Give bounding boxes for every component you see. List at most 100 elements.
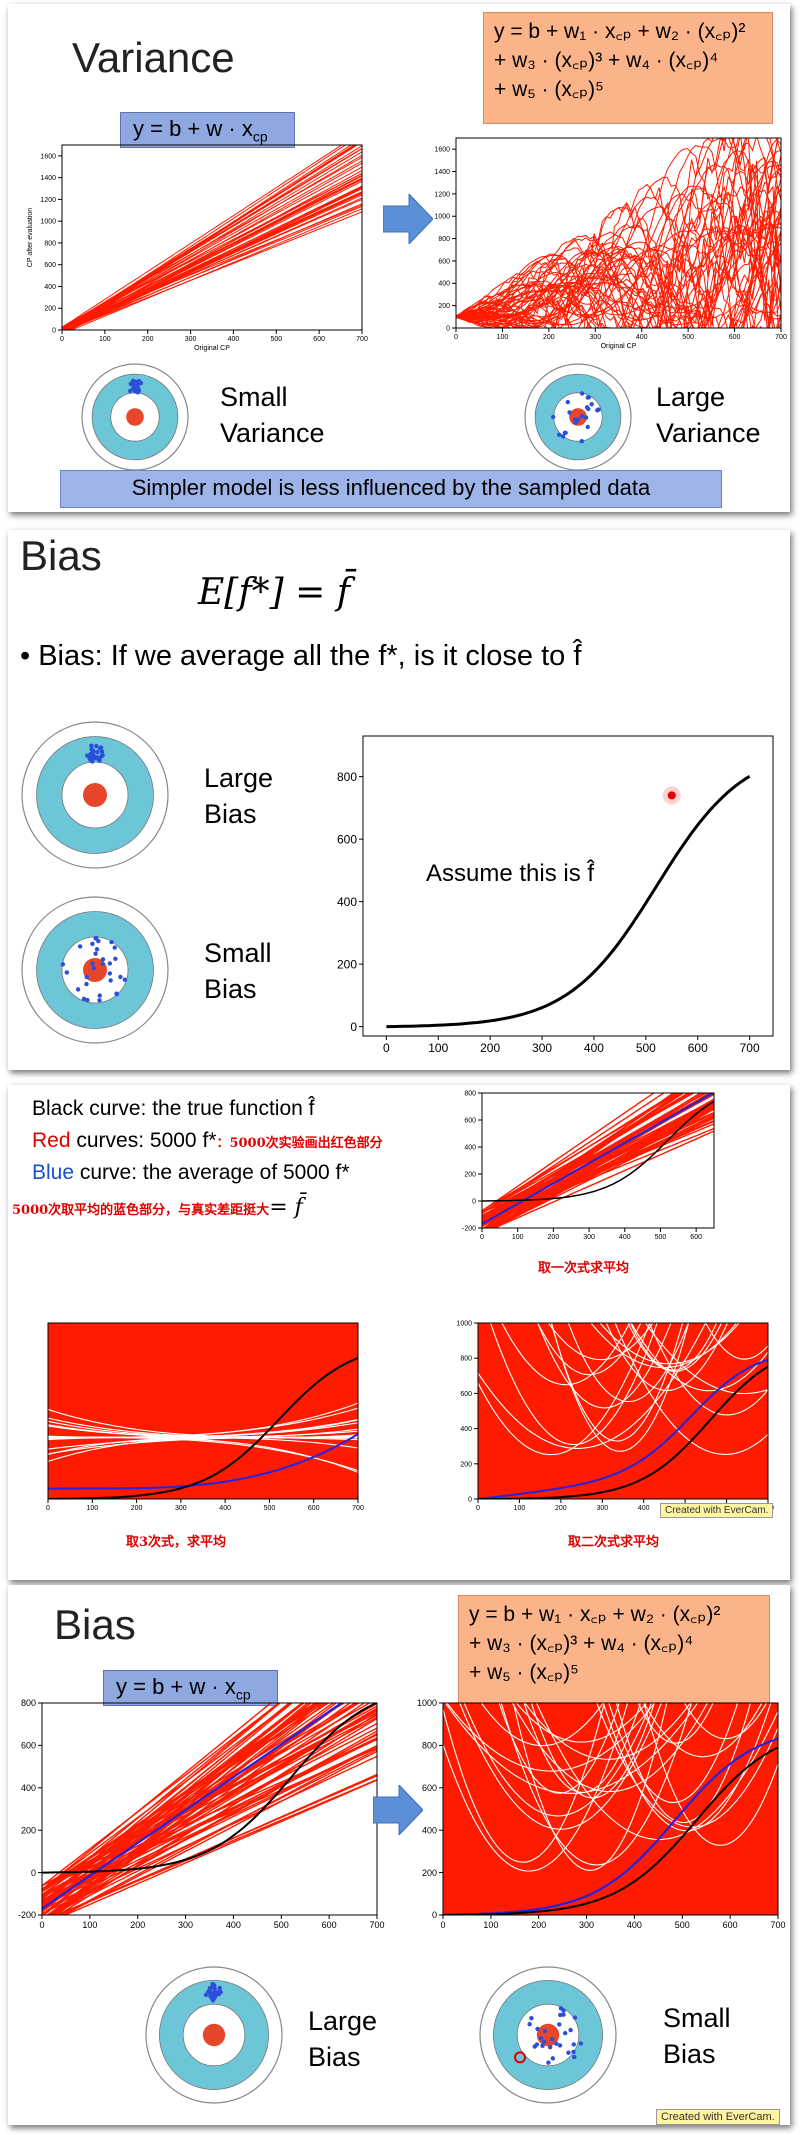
x-tick-label: 400	[584, 1041, 604, 1055]
red-fit-curve	[456, 163, 770, 328]
x-tick-label: 700	[775, 334, 787, 341]
red-fit-curve	[456, 201, 776, 328]
red-fit-curve	[456, 185, 781, 328]
red-fit-line	[42, 1703, 292, 1890]
white-gap-curve	[512, 1703, 668, 1871]
sample-dot	[122, 977, 128, 982]
sample-dot	[566, 2050, 571, 2055]
sample-dot	[212, 1983, 217, 1988]
sample-dot	[579, 391, 585, 396]
sample-dot	[554, 2041, 559, 2046]
red-fit-line	[49, 1730, 377, 1915]
plot-linear-variance: 0 100 200 300 400 500 600 700 0 200 400 600 800 1000 1…	[27, 144, 368, 352]
red-fit-curve	[456, 138, 781, 328]
sample-dot	[542, 2039, 547, 2045]
white-gap-curve	[643, 1703, 763, 1758]
x-tick-label: 100	[483, 1920, 498, 1930]
caption-cubic: 取3次式，求平均	[126, 1535, 227, 1550]
sample-dot	[557, 2043, 563, 2048]
target-bullseye	[83, 783, 107, 807]
sample-dot	[112, 945, 117, 950]
red-fit-line	[57, 1773, 377, 1915]
plot-true-function: 0 100 200 300 400 500 600 700 0 200 400 600 800	[337, 735, 774, 1055]
x-tick-label: 500	[655, 1234, 667, 1241]
x-axis-label: Original CP	[194, 345, 230, 352]
sample-dot	[90, 758, 95, 764]
white-gap-curve	[498, 1703, 620, 1794]
sample-dot	[81, 996, 87, 1002]
sample-dot	[107, 961, 113, 966]
x-tick-label: 200	[531, 1920, 546, 1930]
red-fit-line	[49, 1717, 377, 1915]
red-fit-line	[482, 1108, 714, 1218]
x-tick-label: 0	[476, 1505, 480, 1512]
plot-linear-average: 0 100 200 300 400 500 600 -200 0 200 400 600 800	[462, 1090, 715, 1241]
y-tick-label: 600	[44, 262, 56, 269]
sample-dot	[60, 962, 66, 967]
sample-dot	[138, 380, 144, 386]
target-large-variance-icon	[524, 363, 632, 471]
sample-dot	[218, 1990, 223, 1995]
sample-dot	[562, 2030, 568, 2036]
average-curve	[443, 1737, 778, 1915]
sample-dot	[97, 755, 103, 760]
red-fit-line	[482, 1093, 655, 1212]
white-gap-curve	[511, 1703, 709, 1793]
y-tick-label: 400	[21, 1783, 36, 1793]
cursor-dot	[667, 791, 676, 800]
white-gap-curve	[605, 1323, 729, 1392]
x-tick-label: 600	[688, 1041, 708, 1055]
y-tick-label: 200	[44, 306, 56, 313]
slide-title: Bias	[20, 532, 102, 579]
x-tick-label: 500	[270, 336, 282, 343]
slide-variance: Variance y = b + w · xcp y = b + w₁ · x꜀…	[8, 4, 790, 512]
white-gap-curve	[627, 1323, 723, 1373]
label-small-bias: Small Bias	[663, 2003, 731, 2069]
sample-dot	[94, 947, 100, 952]
sample-dot	[131, 386, 137, 391]
sample-dot	[89, 747, 95, 752]
sample-dot	[538, 2036, 544, 2041]
plot-area	[482, 1093, 714, 1228]
red-fit-curve	[456, 138, 779, 328]
red-fit-curve	[456, 230, 781, 320]
plot-frame	[362, 735, 774, 1037]
plot-area	[443, 1703, 778, 1915]
x-tick-label: 200	[142, 336, 154, 343]
x-tick-label: 400	[226, 1920, 241, 1930]
x-tick-label: 0	[60, 336, 64, 343]
y-tick-label: 800	[460, 1356, 472, 1363]
caption-simpler-model: Simpler model is less influenced by the …	[60, 470, 722, 508]
sample-dot	[64, 970, 69, 975]
plot-poly5-bias: 0 100 200 300 400 500 600 700 0 200 400 600 800 1000	[417, 1698, 786, 1930]
y-tick-label: 1000	[456, 1320, 472, 1327]
x-tick-label: 200	[480, 1041, 500, 1055]
y-tick-label: 800	[337, 770, 357, 784]
x-tick-label: 200	[548, 1234, 560, 1241]
white-gap-curve	[551, 1323, 690, 1452]
plot-area	[386, 774, 751, 1029]
sample-dot	[99, 749, 105, 754]
slide-title: Variance	[72, 34, 235, 81]
red-fit-line	[42, 1703, 272, 1891]
x-tick-label: 400	[636, 334, 648, 341]
target-small-bias-icon	[479, 1966, 617, 2104]
red-fit-line	[42, 1703, 361, 1902]
label-large-variance: Large Variance	[656, 382, 761, 448]
x-tick-label: 300	[532, 1041, 552, 1055]
true-function-curve	[48, 1357, 358, 1499]
x-tick-label: 300	[589, 334, 601, 341]
x-tick-label: 600	[308, 1505, 320, 1512]
y-tick-label: 1000	[434, 214, 450, 221]
red-fit-line	[51, 1703, 344, 1915]
white-gap-curve	[478, 1323, 651, 1456]
red-fit-curve	[456, 187, 781, 328]
white-gap-curve	[535, 1703, 778, 1841]
sample-dot	[596, 407, 601, 412]
y-tick-label: 600	[21, 1741, 36, 1751]
y-tick-label: 0	[52, 327, 56, 334]
x-tick-label: 0	[440, 1920, 445, 1930]
plot-frame	[442, 1702, 779, 1916]
sample-dot	[114, 991, 119, 997]
target-bullseye	[126, 408, 144, 426]
